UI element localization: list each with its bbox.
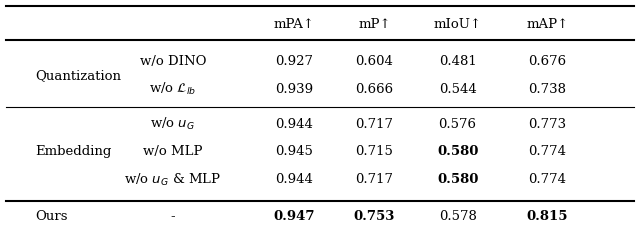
Text: mIoU↑: mIoU↑ [433, 18, 482, 31]
Text: 0.717: 0.717 [355, 117, 394, 130]
Text: 0.944: 0.944 [275, 173, 314, 185]
Text: 0.580: 0.580 [437, 145, 478, 158]
Text: 0.815: 0.815 [527, 210, 568, 222]
Text: 0.544: 0.544 [439, 82, 476, 95]
Text: 0.753: 0.753 [354, 210, 395, 222]
Text: 0.604: 0.604 [355, 55, 394, 68]
Text: 0.927: 0.927 [275, 55, 314, 68]
Text: w/o MLP: w/o MLP [143, 145, 202, 158]
Text: 0.947: 0.947 [274, 210, 315, 222]
Text: w/o $u_G$ & MLP: w/o $u_G$ & MLP [124, 171, 221, 187]
Text: 0.717: 0.717 [355, 173, 394, 185]
Text: 0.481: 0.481 [439, 55, 476, 68]
Text: 0.738: 0.738 [528, 82, 566, 95]
Text: 0.944: 0.944 [275, 117, 314, 130]
Text: 0.774: 0.774 [528, 173, 566, 185]
Text: Embedding: Embedding [35, 145, 111, 158]
Text: w/o $\mathcal{L}_{lb}$: w/o $\mathcal{L}_{lb}$ [149, 81, 196, 97]
Text: 0.773: 0.773 [528, 117, 566, 130]
Text: -: - [170, 210, 175, 222]
Text: 0.939: 0.939 [275, 82, 314, 95]
Text: mAP↑: mAP↑ [526, 18, 568, 31]
Text: 0.715: 0.715 [355, 145, 394, 158]
Text: mPA↑: mPA↑ [274, 18, 315, 31]
Text: mP↑: mP↑ [358, 18, 390, 31]
Text: Ours: Ours [35, 210, 68, 222]
Text: w/o DINO: w/o DINO [140, 55, 206, 68]
Text: 0.945: 0.945 [275, 145, 314, 158]
Text: 0.676: 0.676 [528, 55, 566, 68]
Text: 0.666: 0.666 [355, 82, 394, 95]
Text: 0.576: 0.576 [438, 117, 477, 130]
Text: Quantization: Quantization [35, 69, 121, 82]
Text: w/o $u_G$: w/o $u_G$ [150, 116, 195, 132]
Text: 0.580: 0.580 [437, 173, 478, 185]
Text: 0.578: 0.578 [438, 210, 477, 222]
Text: 0.774: 0.774 [528, 145, 566, 158]
